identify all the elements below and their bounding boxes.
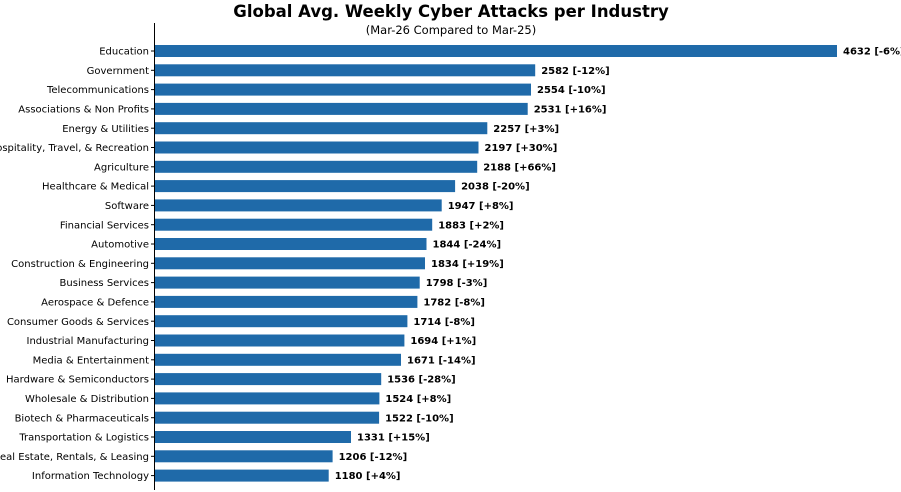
chart-subtitle: (Mar-26 Compared to Mar-25)	[366, 23, 536, 37]
category-label: Construction & Engineering	[11, 259, 149, 270]
category-label: Consumer Goods & Services	[7, 317, 149, 328]
category-label: Telecommunications	[46, 85, 149, 96]
category-label: Media & Entertainment	[33, 355, 149, 366]
data-label: 1798 [-3%]	[426, 278, 488, 289]
category-label: Financial Services	[60, 220, 149, 231]
data-label: 1671 [-14%]	[407, 355, 476, 366]
category-label: Information Technology	[32, 471, 149, 482]
category-label: Aerospace & Defence	[41, 298, 149, 309]
data-label: 2582 [-12%]	[541, 66, 610, 77]
data-label: 1714 [-8%]	[413, 317, 475, 328]
category-label: Education	[99, 47, 149, 58]
bar	[155, 180, 456, 193]
category-label: Hospitality, Travel, & Recreation	[0, 143, 149, 154]
bar	[155, 122, 488, 135]
data-label: 1180 [+4%]	[335, 471, 401, 482]
category-label: Automotive	[91, 240, 149, 251]
category-label: Hardware & Semiconductors	[6, 375, 149, 386]
data-label: 2554 [-10%]	[537, 85, 606, 96]
data-label: 2257 [+3%]	[493, 124, 559, 135]
bar	[155, 431, 351, 443]
bar	[155, 218, 433, 231]
data-label: 1844 [-24%]	[433, 240, 502, 251]
category-label: Wholesale & Distribution	[25, 394, 149, 405]
bar	[155, 64, 536, 77]
bar	[155, 373, 382, 386]
bar	[155, 102, 528, 115]
data-label: 1834 [+19%]	[431, 259, 504, 270]
bar	[155, 295, 418, 308]
data-label: 1524 [+8%]	[385, 394, 451, 405]
category-label: Agriculture	[94, 162, 149, 173]
category-label: Software	[105, 201, 149, 212]
bars-layer: Education 4632 [-6%] Government 2582 [-12%]…	[0, 45, 901, 482]
bar	[155, 469, 329, 482]
data-label: 2038 [-20%]	[461, 182, 530, 193]
bar	[155, 257, 425, 270]
bar	[155, 315, 408, 328]
data-label: 1522 [-10%]	[385, 413, 454, 424]
bar	[155, 141, 479, 154]
category-label: Biotech & Pharmaceuticals	[15, 413, 149, 424]
category-label: Transportation & Logistics	[18, 433, 149, 444]
bar	[155, 353, 401, 366]
bar	[155, 450, 333, 463]
bar	[155, 45, 837, 57]
data-label: 1206 [-12%]	[339, 452, 408, 463]
category-label: Healthcare & Medical	[42, 182, 149, 193]
data-label: 2531 [+16%]	[534, 105, 607, 116]
data-label: 1782 [-8%]	[423, 298, 485, 309]
category-label: Associations & Non Profits	[18, 105, 149, 116]
data-label: 1883 [+2%]	[438, 220, 504, 231]
category-label: Business Services	[60, 278, 149, 289]
data-label: 4632 [-6%]	[843, 47, 901, 58]
data-label: 2188 [+66%]	[483, 162, 556, 173]
bar	[155, 411, 380, 424]
category-label: Industrial Manufacturing	[27, 336, 150, 347]
bar	[155, 392, 380, 405]
bar	[155, 199, 442, 212]
category-label: Government	[87, 66, 149, 77]
bar	[155, 160, 478, 173]
data-label: 1536 [-28%]	[387, 375, 456, 386]
bar	[155, 238, 427, 250]
data-label: 2197 [+30%]	[485, 143, 558, 154]
data-label: 1331 [+15%]	[357, 433, 430, 444]
bar	[155, 83, 531, 96]
bar	[155, 334, 405, 347]
data-label: 1947 [+8%]	[448, 201, 514, 212]
category-label: Real Estate, Rentals, & Leasing	[0, 452, 149, 463]
data-label: 1694 [+1%]	[410, 336, 476, 347]
bar	[155, 276, 420, 289]
category-label: Energy & Utilities	[62, 124, 149, 135]
chart-title: Global Avg. Weekly Cyber Attacks per Ind…	[233, 2, 669, 21]
